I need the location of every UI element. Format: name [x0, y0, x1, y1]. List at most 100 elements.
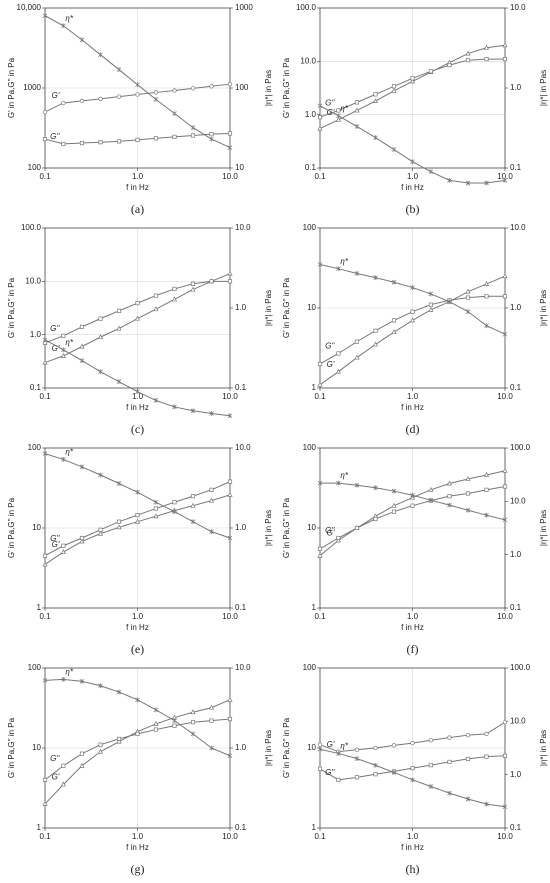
marker	[135, 513, 140, 518]
series-label: G''	[50, 534, 60, 543]
marker	[98, 96, 103, 102]
marker	[391, 502, 397, 508]
y-tick-label: 1	[312, 823, 317, 832]
marker	[409, 317, 416, 323]
y-tick-label: 1	[37, 823, 42, 832]
marker	[97, 748, 104, 754]
series-label: G''	[50, 132, 60, 141]
marker	[79, 98, 85, 104]
x-tick-label: 1.0	[132, 612, 144, 621]
x-axis-label: f in Hz	[126, 623, 149, 632]
marker	[484, 57, 489, 62]
marker	[61, 347, 66, 353]
marker	[172, 718, 177, 724]
marker	[116, 67, 122, 72]
y2-axis-label: |η*| in Pas	[264, 290, 273, 326]
marker	[153, 97, 159, 102]
marker	[373, 745, 378, 751]
marker	[465, 50, 471, 56]
chart-panel: 0.1 1.0 10.0 1 10 100 0.1 1.0 10.0 100.0 f in Hz G'…	[282, 663, 548, 876]
marker	[373, 772, 378, 777]
marker	[190, 720, 196, 725]
marker	[465, 491, 471, 496]
marker	[336, 751, 341, 756]
marker	[372, 341, 379, 347]
x-tick-label: 10.0	[222, 832, 238, 841]
marker	[190, 408, 196, 414]
marker	[79, 358, 85, 364]
marker	[410, 492, 415, 498]
marker	[317, 125, 323, 131]
marker	[335, 368, 341, 374]
y-axis-label: G' in Pa,G'' in Pa	[282, 277, 291, 338]
marker	[447, 790, 452, 796]
marker	[153, 90, 159, 95]
marker	[227, 145, 233, 150]
marker	[336, 480, 341, 486]
marker	[354, 756, 360, 762]
x-tick-label: 10.0	[222, 392, 238, 401]
marker	[42, 13, 48, 19]
series-label: η*	[340, 471, 348, 480]
marker	[98, 472, 103, 478]
marker	[354, 271, 360, 276]
marker	[465, 288, 471, 294]
marker	[42, 800, 48, 806]
marker	[336, 777, 341, 782]
series-label: η*	[65, 14, 73, 23]
marker	[484, 180, 489, 186]
marker	[391, 147, 397, 152]
plot-frame	[44, 447, 231, 609]
series-label: G'	[52, 540, 60, 549]
marker	[446, 480, 453, 486]
y2-tick-label: 1.0	[510, 770, 522, 779]
marker	[153, 306, 159, 312]
marker	[317, 766, 323, 771]
marker	[484, 731, 489, 737]
marker	[428, 738, 434, 743]
y-tick-label: 1.0	[305, 110, 317, 119]
marker	[447, 299, 452, 305]
series-label: G''	[325, 342, 335, 351]
x-tick-label: 1.0	[407, 172, 419, 181]
series-label: η*	[65, 448, 73, 457]
marker	[135, 489, 140, 495]
marker	[447, 759, 452, 764]
marker	[428, 69, 433, 74]
plot-frame	[44, 667, 231, 829]
marker	[354, 775, 360, 780]
marker	[116, 139, 122, 144]
marker	[483, 472, 490, 477]
x-axis-label: f in Hz	[401, 403, 424, 412]
y2-tick-label: 0.1	[510, 163, 522, 172]
marker	[79, 141, 85, 146]
marker	[410, 159, 415, 165]
series-label: η*	[65, 668, 73, 677]
y2-tick-label: 1.0	[510, 550, 522, 559]
marker	[172, 404, 177, 410]
marker	[116, 736, 122, 741]
marker	[135, 697, 140, 703]
x-tick-label: 10.0	[497, 832, 513, 841]
marker	[79, 678, 85, 684]
y-axis-label: G' in Pa,G'' in Pa	[7, 277, 16, 338]
marker	[42, 337, 48, 343]
marker	[98, 683, 103, 689]
x-tick-label: 1.0	[407, 392, 419, 401]
marker	[227, 131, 233, 136]
chart-panel: 0.1 1.0 10.0 1 10 100 0.1 1.0 10.0 f in Hz G' in P…	[282, 223, 548, 436]
marker	[354, 482, 360, 488]
x-tick-label: 10.0	[222, 612, 238, 621]
marker	[190, 125, 196, 130]
marker	[428, 486, 434, 492]
marker	[42, 451, 48, 457]
marker	[391, 509, 397, 514]
marker	[61, 677, 66, 682]
y2-tick-label: 10	[235, 163, 244, 172]
panel-label: (b)	[406, 202, 420, 216]
marker	[391, 743, 397, 748]
series-label: G'	[327, 529, 335, 538]
series-label: G'	[327, 740, 335, 749]
marker	[484, 754, 489, 759]
